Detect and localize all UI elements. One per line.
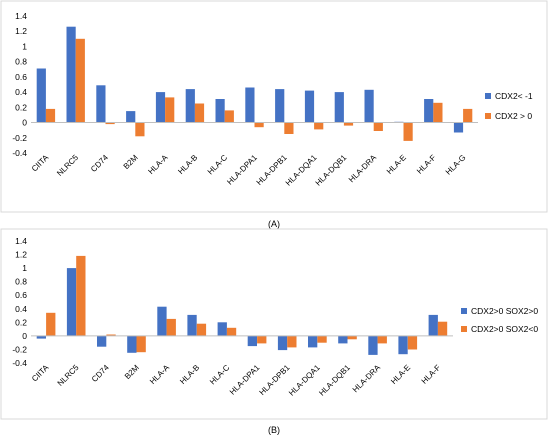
bar-series-1 <box>66 268 77 336</box>
bar-series-1 <box>66 26 76 123</box>
bar-series-2 <box>75 38 85 123</box>
y-tick-label: 1 <box>22 263 27 273</box>
bar-series-2 <box>166 318 176 336</box>
panel-b-y-axis: -0.4 -0.2 0 0.2 0.4 0.6 0.8 1 1.2 1.4 <box>12 236 27 368</box>
bar-series-1 <box>155 92 166 123</box>
panel-b-bars <box>36 255 448 355</box>
bar-series-2 <box>433 102 443 123</box>
bar-series-2 <box>463 108 473 123</box>
bar-series-1 <box>185 89 195 123</box>
bar-series-2 <box>224 110 234 123</box>
bar-series-1 <box>157 306 167 336</box>
panel-a-label: (A) <box>268 219 280 229</box>
y-tick-label: 0.8 <box>15 57 27 67</box>
bar-series-1 <box>187 314 197 336</box>
bar-series-1 <box>217 322 227 336</box>
bar-series-2 <box>196 323 207 336</box>
panel-a-y-axis: -0.4 -0.2 0 0.2 0.4 0.6 0.8 1 1.2 1.4 <box>12 11 27 158</box>
bar-series-2 <box>194 103 205 123</box>
panel-b-legend: CDX2>0 SOX2>0 CDX2>0 SOX2<0 <box>461 306 538 334</box>
bar-series-1 <box>453 122 464 133</box>
legend-label: CDX2>0 SOX2<0 <box>471 324 538 334</box>
bar-series-2 <box>284 122 294 134</box>
bar-series-2 <box>135 122 145 137</box>
bar-series-2 <box>437 321 448 336</box>
y-tick-label: 0 <box>22 331 27 341</box>
y-tick-label: 0.2 <box>15 102 27 112</box>
bar-series-1 <box>247 335 257 347</box>
bar-series-1 <box>368 335 378 355</box>
bar-series-2 <box>106 334 116 336</box>
y-tick-label: 0.4 <box>15 87 27 97</box>
panel-a-chart: -0.4-0.200.20.40.60.811.21.4 CIITA NLRC5 C… <box>0 0 548 229</box>
bar-series-1 <box>364 89 374 123</box>
y-tick-label: 1.4 <box>15 11 27 21</box>
bar-series-2 <box>226 327 237 336</box>
panel-a-bars <box>36 26 473 141</box>
bar-series-1 <box>424 99 434 123</box>
panel-b-chart: -0.4-0.200.20.40.60.811.21.4 CIITA NLRC5 C… <box>0 228 548 435</box>
y-tick-label: 0.4 <box>15 304 27 314</box>
bar-series-2 <box>45 108 56 123</box>
bar-series-2 <box>105 122 115 125</box>
panel-b-label: (B) <box>268 425 280 435</box>
y-tick-label: 0.8 <box>15 277 27 287</box>
y-tick-label: 0 <box>22 118 27 128</box>
y-tick-label: 0.6 <box>15 72 27 82</box>
bar-series-2 <box>165 97 175 123</box>
legend-label: CDX2 > 0 <box>495 111 532 121</box>
bar-series-1 <box>277 335 288 351</box>
bar-series-1 <box>127 335 137 353</box>
bar-series-1 <box>36 335 46 339</box>
panel-a-legend: CDX2< -1 CDX2 > 0 <box>485 91 533 121</box>
bar-series-1 <box>428 314 438 336</box>
bar-series-2 <box>287 335 297 348</box>
bar-series-1 <box>215 99 225 123</box>
bar-series-2 <box>254 122 264 128</box>
y-tick-label: -0.2 <box>12 133 27 143</box>
y-tick-label: 1.2 <box>15 250 27 260</box>
bar-series-1 <box>338 335 348 344</box>
y-tick-label: 0.6 <box>15 290 27 300</box>
legend-swatch <box>485 113 491 119</box>
bar-series-1 <box>398 335 408 355</box>
bar-series-1 <box>275 89 285 123</box>
bar-series-1 <box>334 92 344 123</box>
legend-swatch <box>485 93 491 99</box>
bar-series-2 <box>347 335 357 340</box>
bar-series-2 <box>373 122 383 131</box>
bar-series-1 <box>97 335 107 347</box>
bar-series-2 <box>136 335 146 353</box>
panel-b-frame <box>0 228 548 420</box>
bar-series-2 <box>407 335 418 350</box>
legend-swatch <box>461 326 467 332</box>
y-tick-label: 1.2 <box>15 26 27 36</box>
legend-swatch <box>461 308 467 314</box>
y-tick-label: -0.4 <box>12 358 27 368</box>
bar-series-2 <box>76 255 86 336</box>
bar-series-2 <box>403 122 413 141</box>
y-tick-label: 1.4 <box>15 236 27 246</box>
bar-series-2 <box>377 335 387 344</box>
bar-series-2 <box>317 335 327 343</box>
y-tick-label: -0.4 <box>12 148 27 158</box>
bar-series-1 <box>304 90 315 123</box>
y-tick-label: 0.2 <box>15 317 27 327</box>
y-tick-label: -0.2 <box>12 344 27 354</box>
bar-series-2 <box>343 122 354 126</box>
legend-label: CDX2>0 SOX2>0 <box>471 306 538 316</box>
bar-series-2 <box>46 312 56 336</box>
bar-series-1 <box>308 335 318 348</box>
y-tick-label: 1 <box>22 41 27 51</box>
panel-a-frame <box>0 0 548 213</box>
bar-series-1 <box>245 87 255 123</box>
bar-series-1 <box>36 68 46 123</box>
bar-series-2 <box>257 335 267 344</box>
bar-series-1 <box>96 85 106 123</box>
bar-series-1 <box>126 111 136 123</box>
bar-series-2 <box>314 122 324 130</box>
legend-label: CDX2< -1 <box>495 91 533 101</box>
